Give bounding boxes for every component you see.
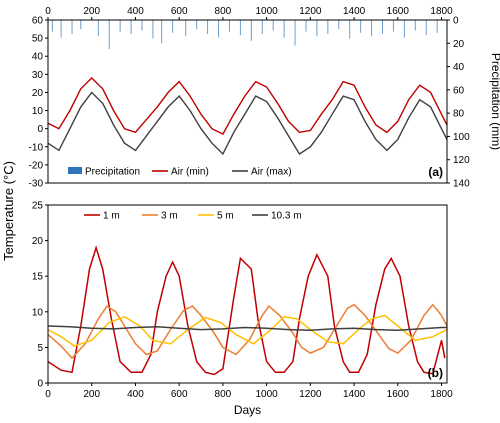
y-tick-label-left: 0: [37, 124, 43, 135]
y-tick-label-right: 100: [453, 132, 470, 143]
legend-label: Air (max): [251, 167, 292, 178]
y-tick-label-right: 80: [453, 109, 465, 120]
x-tick-label-bottom: 1400: [343, 389, 366, 400]
x-tick-label-top: 0: [45, 6, 51, 17]
panel-label-b: (b): [428, 366, 443, 380]
y-tick-label-left-b: 20: [32, 236, 44, 247]
y-tick-label-left-b: 5: [37, 343, 43, 354]
x-tick-label-bottom: 0: [45, 389, 51, 400]
series-line-air-min-: [47, 77, 448, 136]
y-tick-label-right: 0: [453, 16, 459, 27]
legend-swatch: [68, 167, 82, 174]
legend-label: 3 m: [161, 211, 178, 222]
x-tick-label-top: 600: [171, 6, 188, 17]
y-tick-label-right: 140: [453, 179, 470, 190]
legend-label: 10.3 m: [271, 211, 302, 222]
panel-a-frame: [47, 19, 448, 184]
legend-label: Precipitation: [85, 167, 140, 178]
series-line-10-3-m: [47, 325, 447, 332]
x-tick-label-bottom: 400: [127, 389, 144, 400]
x-tick-label-bottom: 1000: [256, 389, 279, 400]
y-tick-label-left-b: 25: [32, 201, 44, 212]
y-tick-label-left-b: 15: [32, 272, 44, 283]
x-tick-label-bottom: 1600: [387, 389, 410, 400]
legend-label: 5 m: [217, 211, 234, 222]
x-tick-label-bottom: 1800: [430, 389, 453, 400]
y-tick-label-left: 50: [32, 34, 44, 45]
y-tick-label-right: 20: [453, 39, 465, 50]
series-line-5-m: [47, 314, 448, 347]
x-tick-label-top: 1600: [387, 6, 410, 17]
panel-b-frame: [47, 204, 448, 384]
x-tick-label-bottom: 200: [83, 389, 100, 400]
series-line-air-max-: [47, 91, 448, 156]
y-tick-label-left: -10: [29, 142, 44, 153]
y-tick-label-right: 120: [453, 155, 470, 166]
x-tick-label-top: 400: [127, 6, 144, 17]
y-tick-label-left: 20: [32, 88, 44, 99]
y-tick-label-left: -30: [29, 179, 44, 190]
x-tick-label-top: 1400: [343, 6, 366, 17]
x-tick-label-top: 1000: [256, 6, 279, 17]
y-tick-label-left: -20: [29, 160, 44, 171]
x-axis-title: Days: [234, 403, 261, 417]
series-line-3-m: [47, 303, 448, 360]
x-tick-label-top: 1200: [299, 6, 322, 17]
y-axis-title-right: Precipitation (mm): [489, 53, 500, 150]
y-tick-label-left: 60: [32, 16, 44, 27]
series-line-1-m: [47, 245, 446, 376]
legend-label: Air (min): [171, 167, 209, 178]
y-tick-label-left: 10: [32, 106, 44, 117]
x-tick-label-top: 200: [83, 6, 100, 17]
legend-label: 1 m: [103, 211, 120, 222]
x-tick-label-bottom: 800: [215, 389, 232, 400]
y-tick-label-left-b: 0: [37, 379, 43, 390]
x-tick-label-top: 1800: [430, 6, 453, 17]
y-tick-label-right: 60: [453, 85, 465, 96]
y-axis-title-left: Temperature (°C): [1, 161, 16, 261]
y-tick-label-left: 40: [32, 52, 44, 63]
y-tick-label-right: 40: [453, 62, 465, 73]
y-tick-label-left: 30: [32, 70, 44, 81]
y-tick-label-left-b: 10: [32, 307, 44, 318]
panel-label-a: (a): [428, 165, 443, 179]
x-tick-label-bottom: 1200: [299, 389, 322, 400]
x-tick-label-top: 800: [215, 6, 232, 17]
x-tick-label-bottom: 600: [171, 389, 188, 400]
